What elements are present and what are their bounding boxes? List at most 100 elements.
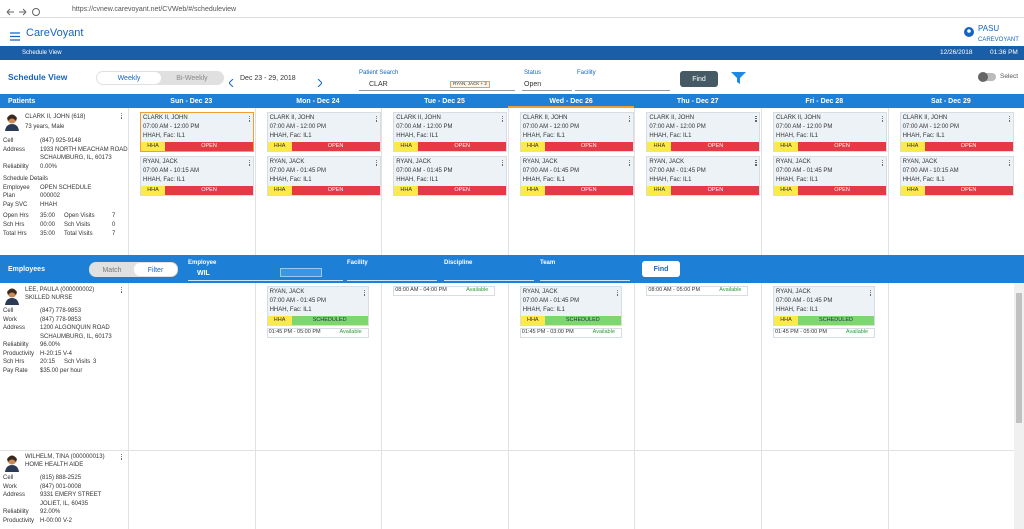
slot-status: Available xyxy=(719,287,742,294)
menu-dot[interactable] xyxy=(1008,116,1010,118)
menu-dot[interactable] xyxy=(1008,160,1010,162)
menu-dot[interactable] xyxy=(870,294,872,296)
menu-dot[interactable] xyxy=(249,160,251,162)
menu-dot[interactable] xyxy=(1008,162,1010,164)
card-name: RYAN, JACK xyxy=(269,159,305,165)
employee-name: LEE, PAULA (000000002) xyxy=(25,287,95,293)
avatar-svg xyxy=(5,288,19,305)
view-active[interactable] xyxy=(97,72,161,84)
menu-dot[interactable] xyxy=(121,117,123,119)
menu-dot[interactable] xyxy=(628,164,631,166)
menu-dot[interactable] xyxy=(249,164,251,166)
service-badge xyxy=(900,142,925,151)
find-button[interactable] xyxy=(680,71,718,87)
menu-dot[interactable] xyxy=(363,290,365,292)
card-time: 07:00 AM - 10:15 AM xyxy=(902,168,959,174)
select-knob[interactable] xyxy=(978,72,988,82)
menu-dot[interactable] xyxy=(628,118,631,120)
menu-dot[interactable] xyxy=(755,164,757,166)
menu-dot[interactable] xyxy=(870,292,872,294)
service-badge xyxy=(774,316,798,325)
menu-dot[interactable] xyxy=(882,162,884,164)
menu-dot[interactable] xyxy=(121,115,123,117)
menu-dot[interactable] xyxy=(363,294,365,296)
menu-dot[interactable] xyxy=(502,118,504,120)
service-label: HHA xyxy=(780,186,792,193)
menu-dot[interactable] xyxy=(121,289,123,291)
card-time: 07:00 AM - 12:00 PM xyxy=(269,124,326,130)
menu-dot[interactable] xyxy=(502,162,504,164)
field-value: 0.00% xyxy=(40,163,58,170)
menu-dot[interactable] xyxy=(375,120,377,122)
menu-dot[interactable] xyxy=(249,120,251,122)
menu-dot[interactable] xyxy=(882,164,884,166)
find-label[interactable]: Find xyxy=(692,75,706,83)
today-marker xyxy=(507,106,635,108)
menu-dot[interactable] xyxy=(121,287,123,289)
status-label: OPEN xyxy=(201,186,217,193)
menu-dot[interactable] xyxy=(121,454,123,456)
status-badge xyxy=(671,186,760,195)
menu-dot[interactable] xyxy=(628,160,631,162)
status-label: OPEN xyxy=(581,186,597,193)
menu-dot[interactable] xyxy=(616,292,619,294)
slot-time: 08:00 AM - 04:00 PM xyxy=(395,287,447,294)
status-badge xyxy=(924,142,1013,151)
menu-dot[interactable] xyxy=(249,118,251,120)
menu-dot[interactable] xyxy=(628,120,631,122)
menu-dot[interactable] xyxy=(375,164,377,166)
card-name: RYAN, JACK xyxy=(269,289,305,295)
status-badge xyxy=(291,316,368,325)
menu-dot[interactable] xyxy=(502,116,504,118)
mode-option[interactable]: Match xyxy=(102,266,122,274)
field-value: SCHAUMBURG, IL, 60173 xyxy=(40,333,112,340)
menu-dot[interactable] xyxy=(1008,164,1010,166)
menu-dot[interactable] xyxy=(755,116,757,118)
search-input[interactable]: CLAR xyxy=(369,80,388,88)
menu-dot[interactable] xyxy=(628,162,631,164)
menu-dot[interactable] xyxy=(870,290,872,292)
menu-dot[interactable] xyxy=(121,458,123,460)
menu-dot[interactable] xyxy=(616,290,619,292)
status-badge xyxy=(291,186,380,195)
view-option[interactable]: Weekly xyxy=(117,74,141,82)
menu-dot[interactable] xyxy=(121,291,123,293)
patient-info: 73 years, Male xyxy=(25,124,65,130)
menu-dot[interactable] xyxy=(375,162,377,164)
menu-dot[interactable] xyxy=(363,292,365,294)
field-label: Productivity xyxy=(3,350,35,357)
view-option[interactable]: Bi-Weekly xyxy=(176,74,208,82)
mode-active[interactable] xyxy=(134,263,177,276)
menu-dot[interactable] xyxy=(249,116,251,118)
menu-dot[interactable] xyxy=(1008,120,1010,122)
menu-dot[interactable] xyxy=(1008,118,1010,120)
status-badge xyxy=(798,186,886,195)
filter-input[interactable]: WIL xyxy=(197,269,210,277)
field-label: Work xyxy=(3,316,17,323)
field-label: Sch Visits xyxy=(64,359,91,365)
menu-dot[interactable] xyxy=(375,116,377,118)
menu-dot[interactable] xyxy=(121,113,123,115)
status-value: Open xyxy=(524,80,542,88)
menu-dot[interactable] xyxy=(375,160,377,162)
menu-dot[interactable] xyxy=(882,160,884,162)
menu-dot[interactable] xyxy=(882,118,884,120)
menu-dot[interactable] xyxy=(616,294,619,296)
menu-dot[interactable] xyxy=(375,118,377,120)
menu-dot[interactable] xyxy=(121,456,123,458)
menu-dot[interactable] xyxy=(249,162,251,164)
menu-dot[interactable] xyxy=(882,120,884,122)
prev-week xyxy=(228,74,234,88)
mode-option[interactable]: Filter xyxy=(147,266,164,274)
menu-dot[interactable] xyxy=(502,160,504,162)
menu-dot[interactable] xyxy=(882,116,884,118)
status-badge xyxy=(418,142,507,151)
find-label[interactable]: Find xyxy=(653,265,669,273)
menu-dot[interactable] xyxy=(755,160,757,162)
service-badge xyxy=(394,186,419,195)
field-value: H-00:00 V-2 xyxy=(40,517,73,524)
stat-value: 35:00 xyxy=(40,213,56,219)
menu-dot[interactable] xyxy=(628,116,631,118)
menu-dot[interactable] xyxy=(755,120,757,122)
find-button[interactable] xyxy=(642,261,680,277)
